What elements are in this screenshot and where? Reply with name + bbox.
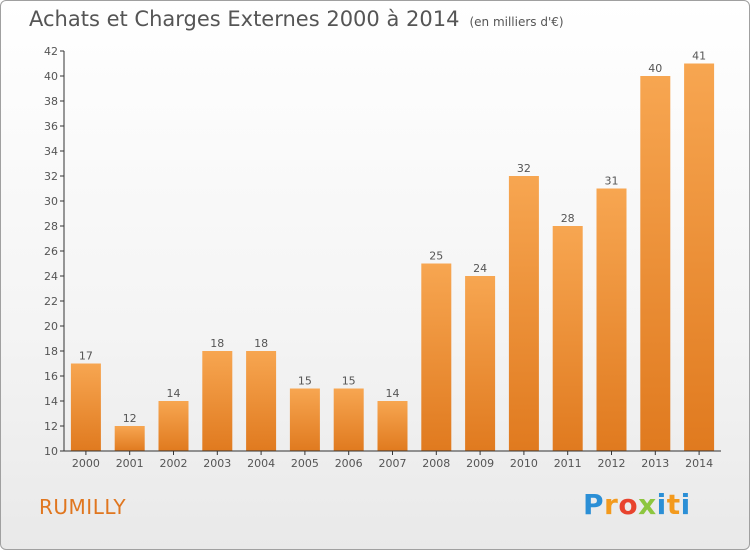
y-tick-label: 16 bbox=[44, 370, 58, 383]
bar-value-label: 31 bbox=[605, 175, 619, 188]
bar bbox=[640, 76, 671, 451]
y-tick-label: 36 bbox=[44, 120, 58, 133]
y-tick-label: 40 bbox=[44, 70, 58, 83]
y-tick-label: 38 bbox=[44, 95, 58, 108]
bar bbox=[333, 388, 364, 451]
bar-value-label: 18 bbox=[210, 337, 224, 350]
bar-value-label: 15 bbox=[298, 375, 312, 388]
y-tick-label: 32 bbox=[44, 170, 58, 183]
y-tick-label: 10 bbox=[44, 445, 58, 458]
x-tick-label: 2003 bbox=[203, 457, 231, 470]
x-tick-label: 2005 bbox=[291, 457, 319, 470]
bar-value-label: 14 bbox=[386, 387, 400, 400]
logo-letter: i bbox=[656, 488, 667, 521]
city-label: RUMILLY bbox=[39, 495, 127, 519]
bar-value-label: 14 bbox=[167, 387, 181, 400]
bar bbox=[684, 63, 715, 451]
bar bbox=[114, 426, 145, 451]
bar-value-label: 18 bbox=[254, 337, 268, 350]
x-tick-label: 2012 bbox=[598, 457, 626, 470]
x-tick-label: 2001 bbox=[116, 457, 144, 470]
y-tick-label: 24 bbox=[44, 270, 58, 283]
logo-letter: r bbox=[604, 488, 619, 521]
x-tick-label: 2008 bbox=[422, 457, 450, 470]
logo-letter: x bbox=[638, 488, 657, 521]
bar-value-label: 24 bbox=[473, 262, 487, 275]
logo-letter: P bbox=[583, 488, 605, 521]
logo-letter: o bbox=[618, 488, 639, 521]
bar bbox=[289, 388, 320, 451]
y-tick-label: 22 bbox=[44, 295, 58, 308]
bars: 17 12 14 18 18 15 15 14 25 24 32 28 31 40 41 bbox=[70, 50, 715, 451]
bar-value-label: 12 bbox=[123, 412, 137, 425]
bar-value-label: 17 bbox=[79, 350, 93, 363]
bar-value-label: 25 bbox=[429, 250, 443, 263]
bar bbox=[421, 263, 452, 451]
y-tick-label: 42 bbox=[44, 45, 58, 58]
bar bbox=[465, 276, 496, 451]
proxiti-logo: Proxiti bbox=[583, 488, 691, 521]
title-line: Achats et Charges Externes 2000 à 2014 (e… bbox=[29, 7, 564, 31]
x-axis: 2000 2001 2002 2003 2004 2005 2006 2007 2008 2009… bbox=[64, 450, 721, 470]
y-tick-label: 34 bbox=[44, 145, 58, 158]
bar-value-label: 41 bbox=[692, 50, 706, 63]
y-tick-label: 28 bbox=[44, 220, 58, 233]
x-tick-label: 2004 bbox=[247, 457, 275, 470]
logo-letter: t bbox=[666, 488, 681, 521]
bar bbox=[552, 226, 583, 451]
y-tick-label: 26 bbox=[44, 245, 58, 258]
logo-letter: i bbox=[680, 488, 691, 521]
bar bbox=[246, 351, 277, 451]
x-tick-label: 2000 bbox=[72, 457, 100, 470]
y-tick-label: 30 bbox=[44, 195, 58, 208]
y-axis: 10 12 14 16 18 20 22 24 26 28 30 32 34 36 38 40 42 bbox=[44, 45, 65, 458]
bar bbox=[202, 351, 233, 451]
bar bbox=[508, 176, 539, 451]
x-tick-label: 2011 bbox=[554, 457, 582, 470]
bar bbox=[70, 363, 101, 451]
bar-value-label: 40 bbox=[648, 62, 662, 75]
x-tick-label: 2009 bbox=[466, 457, 494, 470]
bar bbox=[158, 401, 189, 451]
bar bbox=[596, 188, 627, 451]
x-tick-label: 2007 bbox=[379, 457, 407, 470]
chart-title: Achats et Charges Externes 2000 à 2014 bbox=[29, 7, 460, 31]
x-tick-label: 2013 bbox=[641, 457, 669, 470]
bar-value-label: 28 bbox=[561, 212, 575, 225]
x-tick-label: 2006 bbox=[335, 457, 363, 470]
y-tick-label: 12 bbox=[44, 420, 58, 433]
x-tick-label: 2010 bbox=[510, 457, 538, 470]
bar bbox=[377, 401, 408, 451]
y-tick-label: 20 bbox=[44, 320, 58, 333]
x-tick-label: 2002 bbox=[160, 457, 188, 470]
y-tick-label: 18 bbox=[44, 345, 58, 358]
bar-value-label: 15 bbox=[342, 375, 356, 388]
bar-value-label: 32 bbox=[517, 162, 531, 175]
x-tick-label: 2014 bbox=[685, 457, 713, 470]
chart-subtitle: (en milliers d'€) bbox=[469, 15, 564, 29]
y-tick-label: 14 bbox=[44, 395, 58, 408]
